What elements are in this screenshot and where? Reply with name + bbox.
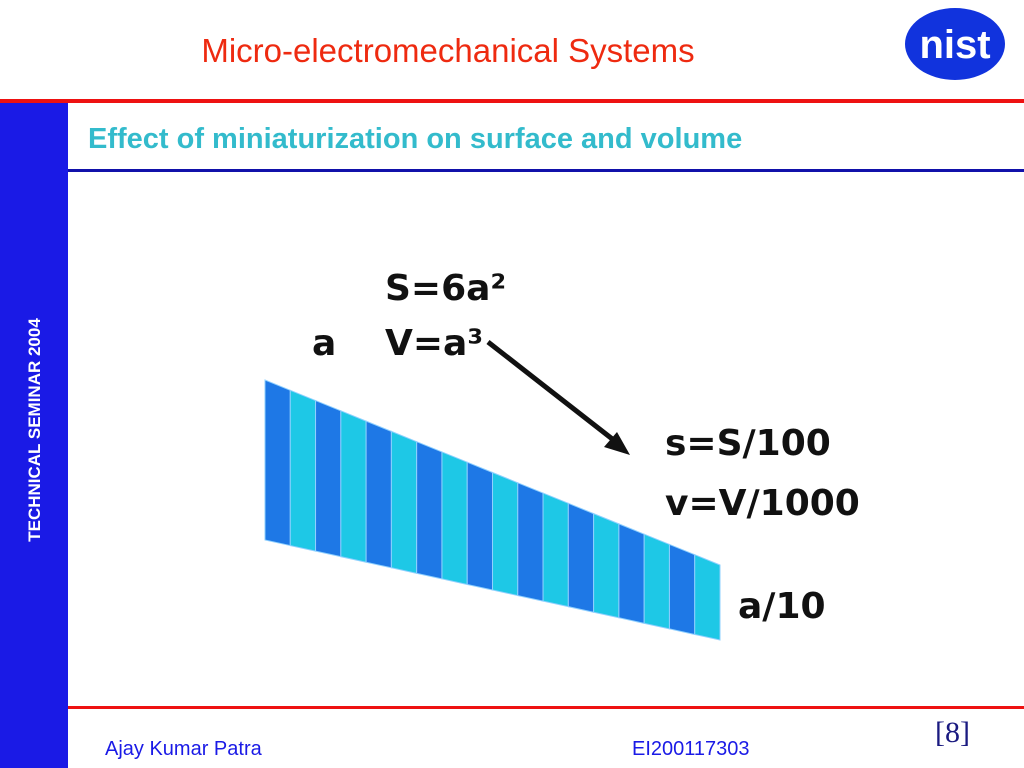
figure-label: S=6a²	[385, 268, 506, 309]
cube-slab	[517, 482, 544, 602]
bottom-rule	[68, 706, 1024, 709]
slide-heading: Effect of miniaturization on surface and…	[88, 123, 742, 155]
cube-slab	[264, 379, 291, 547]
footer-id: EI200117303	[632, 738, 750, 760]
cube-slab	[315, 399, 342, 558]
slide-title: Micro-electromechanical Systems	[201, 32, 694, 69]
cube-slab	[643, 533, 670, 630]
cube-slab	[289, 389, 317, 552]
figure-label: a/10	[738, 586, 826, 627]
figure-label: a	[312, 323, 336, 364]
top-rule	[0, 99, 1024, 103]
figure-label: V=a³	[385, 323, 483, 364]
figure-label: v=V/1000	[665, 483, 860, 524]
cube-slab	[492, 471, 519, 597]
figure-label: s=S/100	[665, 423, 831, 464]
cube-slab	[466, 461, 493, 591]
sidebar-text: TECHNICAL SEMINAR 2004	[25, 318, 44, 542]
cube-slab	[694, 553, 721, 641]
logo-badge	[905, 8, 1005, 80]
cube-slab	[668, 543, 696, 636]
logo-text: nist	[919, 23, 990, 67]
sidebar	[0, 103, 68, 768]
cube-slab	[567, 502, 595, 613]
cube-slab	[365, 420, 392, 569]
cube-slab	[618, 523, 645, 624]
cube-slab	[593, 512, 620, 619]
cube-slab	[340, 410, 367, 563]
page-number: [8]	[935, 716, 970, 749]
arrow-head	[604, 432, 630, 455]
cube-slab	[441, 451, 468, 586]
heading-rule	[68, 169, 1024, 172]
arrow	[486, 340, 622, 447]
cube-slab	[542, 492, 569, 608]
cube-series	[264, 379, 721, 641]
cube-slab	[390, 430, 418, 574]
cube-slab	[416, 440, 443, 580]
footer-author: Ajay Kumar Patra	[105, 738, 263, 760]
